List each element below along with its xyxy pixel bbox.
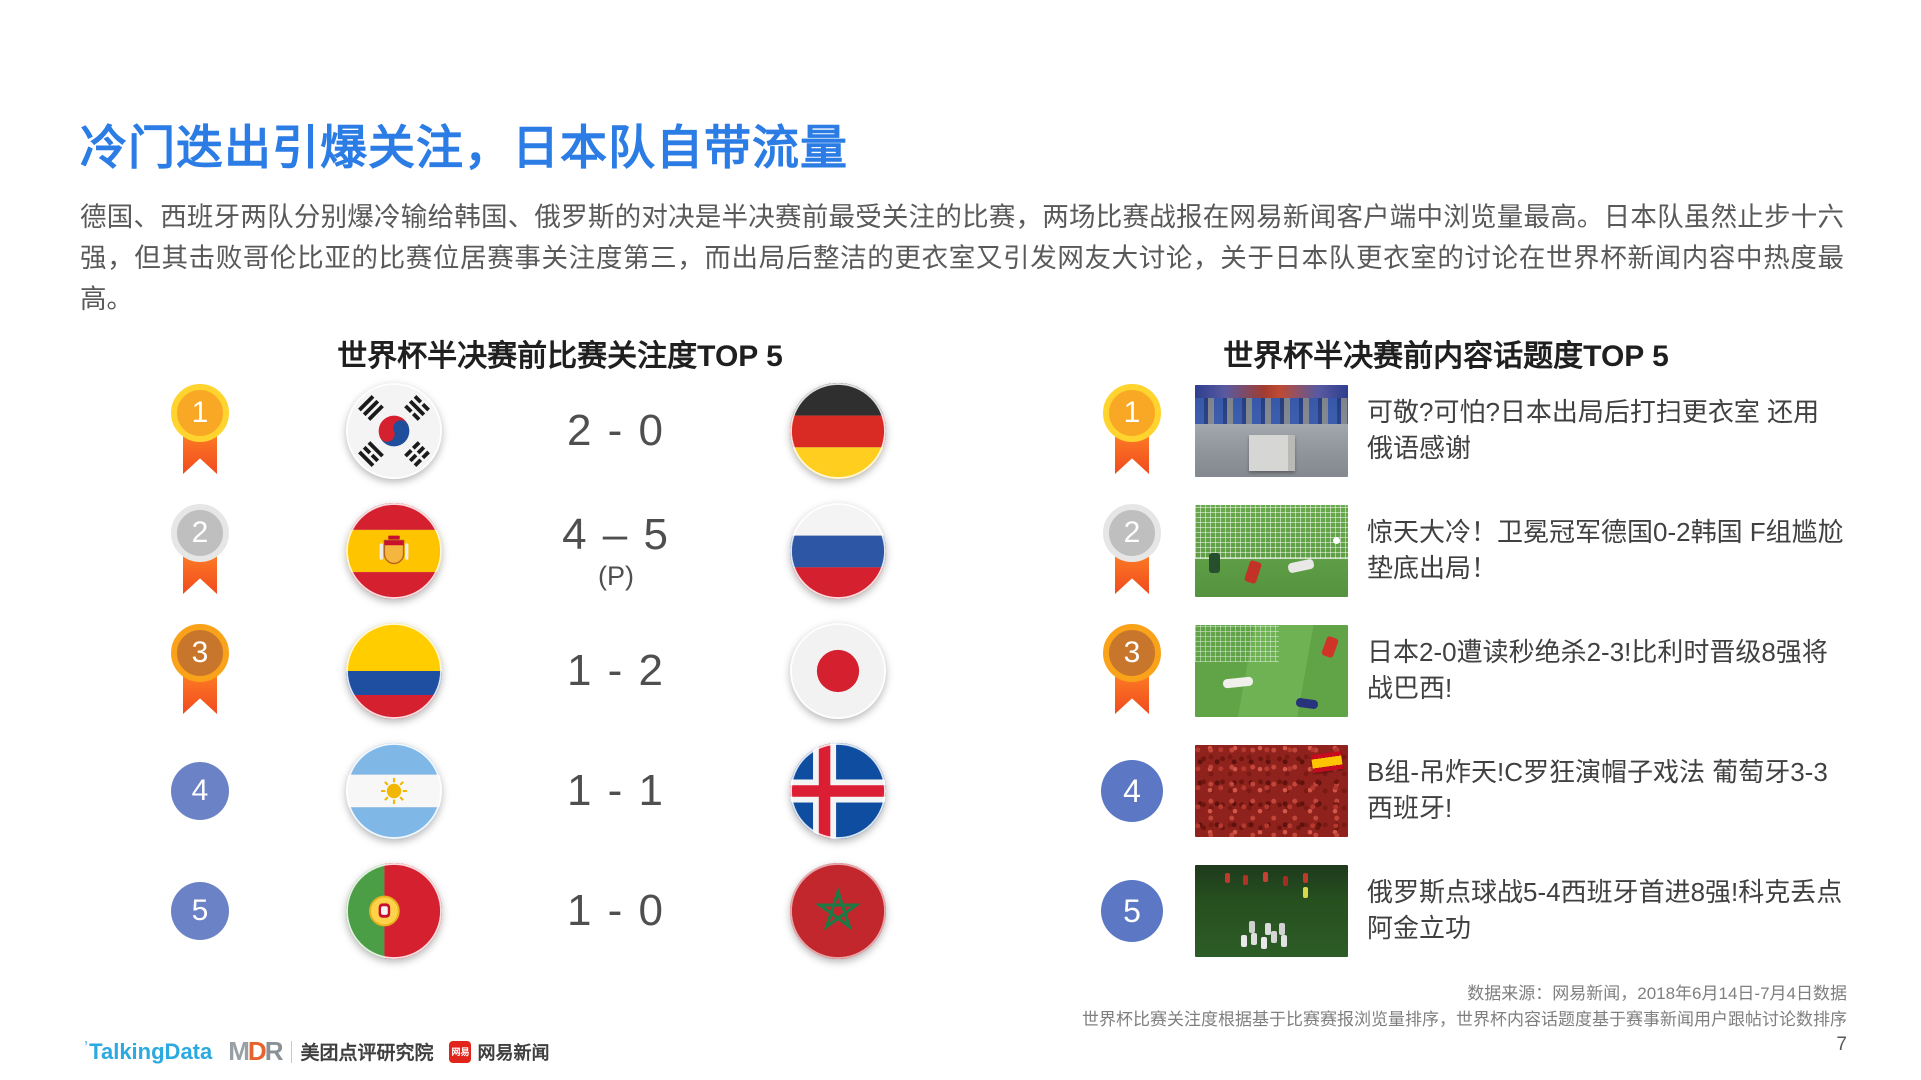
rank-number: 2 — [191, 516, 209, 549]
bronze-medal-icon: 3 — [1100, 624, 1164, 718]
match-row: 2 4 – 5 (P) — [168, 503, 886, 599]
germany-flag-icon — [790, 383, 886, 479]
photo-detail — [1195, 398, 1348, 424]
rank-number: 2 — [1123, 516, 1141, 549]
news-row: 2 惊天大冷！卫冕冠军德国0-2韩国 F组尴尬垫底出局！ — [1100, 503, 1844, 599]
talkingdata-tick-icon: ’ — [84, 1037, 89, 1055]
photo-detail — [1287, 558, 1315, 574]
right-panel-title: 世界杯半决赛前内容话题度TOP 5 — [1223, 339, 1669, 373]
rank-number: 3 — [1123, 636, 1141, 669]
rank-number: 1 — [1123, 396, 1141, 429]
photo-detail — [1195, 505, 1348, 560]
left-panel-title: 世界杯半决赛前比赛关注度TOP 5 — [337, 339, 783, 373]
rank-5-badge: 5 — [1100, 864, 1164, 958]
russia-flag-icon — [790, 503, 886, 599]
photo-detail — [1295, 697, 1319, 710]
photo-detail — [1209, 553, 1220, 573]
match-row: 4 1 - 1 — [168, 743, 886, 839]
russia-celebration-photo — [1195, 865, 1348, 957]
portugal-flag-icon — [346, 863, 442, 959]
match-row: 3 1 - 2 — [168, 623, 886, 719]
news-ranking-list: 1 可敬?可怕?日本出局后打扫更衣室 还用俄语感谢 2 惊天大冷！卫冕冠军德国 — [1100, 383, 1844, 959]
news-headline: 可敬?可怕?日本出局后打扫更衣室 还用俄语感谢 — [1367, 397, 1820, 463]
photo-detail — [1243, 559, 1263, 585]
netease-news-logo: 网易 网易新闻 — [449, 1039, 549, 1065]
netease-news-label: 网易新闻 — [477, 1042, 550, 1063]
rank-5-badge: 5 — [168, 864, 232, 958]
news-row: 5 俄罗斯点球战5-4西班牙首进8强!科克丢点阿金立功 — [1100, 863, 1844, 959]
talkingdata-logo: ’ TalkingData — [84, 1039, 212, 1065]
match-score: 1 - 2 — [566, 646, 666, 695]
news-headline: 惊天大冷！卫冕冠军德国0-2韩国 F组尴尬垫底出局！ — [1367, 517, 1844, 583]
morocco-flag-icon — [790, 863, 886, 959]
news-row: 4 B组-吊炸天!C罗狂演帽子戏法 葡萄牙3-3西班牙! — [1100, 743, 1844, 839]
news-row: 1 可敬?可怕?日本出局后打扫更衣室 还用俄语感谢 — [1100, 383, 1844, 479]
japan-belgium-pitch-photo — [1195, 625, 1348, 717]
photo-detail — [1225, 873, 1230, 883]
photo-detail — [1241, 935, 1247, 947]
intro-paragraph: 德国、西班牙两队分别爆冷输给韩国、俄罗斯的对决是半决赛前最受关注的比赛，两场比赛… — [80, 201, 1844, 315]
photo-detail — [1310, 751, 1344, 773]
photo-detail — [1222, 676, 1254, 689]
colombia-flag-icon — [346, 623, 442, 719]
rank-number: 4 — [191, 774, 209, 807]
match-score: 1 - 0 — [566, 886, 666, 935]
mdr-monogram-icon: M — [228, 1036, 250, 1066]
photo-detail — [1195, 625, 1280, 662]
talkingdata-wordmark: TalkingData — [89, 1038, 213, 1064]
gold-medal-icon: 1 — [168, 384, 232, 478]
bronze-medal-icon: 3 — [168, 624, 232, 718]
silver-medal-icon: 2 — [1100, 504, 1164, 598]
south-korea-flag-icon — [346, 383, 442, 479]
japan-flag-icon — [790, 623, 886, 719]
photo-detail — [1303, 887, 1308, 898]
rank-number: 1 — [191, 396, 209, 429]
photo-detail — [1333, 537, 1340, 544]
rank-number: 3 — [191, 636, 209, 669]
photo-detail — [1195, 385, 1348, 398]
match-score: 2 - 0 — [566, 406, 666, 455]
logo-divider — [291, 1040, 293, 1063]
germany-korea-goal-photo — [1195, 505, 1348, 597]
penalty-indicator: (P) — [598, 561, 634, 591]
news-headline: B组-吊炸天!C罗狂演帽子戏法 葡萄牙3-3西班牙! — [1367, 757, 1828, 823]
photo-detail — [1248, 435, 1295, 471]
footer-logos: ’ TalkingData M D R 美团点评研究院 网易 网易新闻 — [84, 1036, 549, 1067]
rank-number: 5 — [191, 894, 209, 927]
source-line-1: 数据来源：网易新闻，2018年6月14日-7月4日数据 — [1467, 984, 1847, 1003]
match-score: 1 - 1 — [566, 766, 666, 815]
spain-fans-crowd-photo — [1195, 745, 1348, 837]
netease-icon: 网易 — [449, 1040, 472, 1063]
news-row: 3 日本2-0遭读秒绝杀2-3!比利时晋级8强将战巴西! — [1100, 623, 1844, 719]
japan-locker-room-photo — [1195, 385, 1348, 477]
rank-number: 5 — [1123, 892, 1141, 929]
page-title: 冷门迭出引爆关注，日本队自带流量 — [80, 121, 848, 175]
rank-4-badge: 4 — [1100, 744, 1164, 838]
iceland-flag-icon — [790, 743, 886, 839]
page-number: 7 — [1836, 1034, 1847, 1055]
gold-medal-icon: 1 — [1100, 384, 1164, 478]
source-line-2: 世界杯比赛关注度根据基于比赛赛报浏览量排序，世界杯内容话题度基于赛事新闻用户跟帖… — [1082, 1010, 1847, 1030]
meituan-dianping-research-logo: M D R 美团点评研究院 — [228, 1036, 434, 1066]
spain-flag-icon — [346, 503, 442, 599]
rank-number: 4 — [1123, 772, 1141, 809]
match-row: 5 1 - 0 — [168, 863, 886, 959]
photo-detail — [1320, 635, 1340, 659]
rank-4-badge: 4 — [168, 744, 232, 838]
meituan-research-label: 美团点评研究院 — [300, 1043, 434, 1064]
match-ranking-list: 1 — [168, 383, 886, 959]
data-source-note: 数据来源：网易新闻，2018年6月14日-7月4日数据 世界杯比赛关注度根据基于… — [1082, 981, 1847, 1034]
argentina-flag-icon — [346, 743, 442, 839]
match-row: 1 — [168, 383, 886, 479]
news-headline: 日本2-0遭读秒绝杀2-3!比利时晋级8强将战巴西! — [1367, 637, 1828, 703]
silver-medal-icon: 2 — [168, 504, 232, 598]
news-headline: 俄罗斯点球战5-4西班牙首进8强!科克丢点阿金立功 — [1367, 877, 1843, 943]
match-score: 4 – 5 (P) — [562, 510, 670, 591]
